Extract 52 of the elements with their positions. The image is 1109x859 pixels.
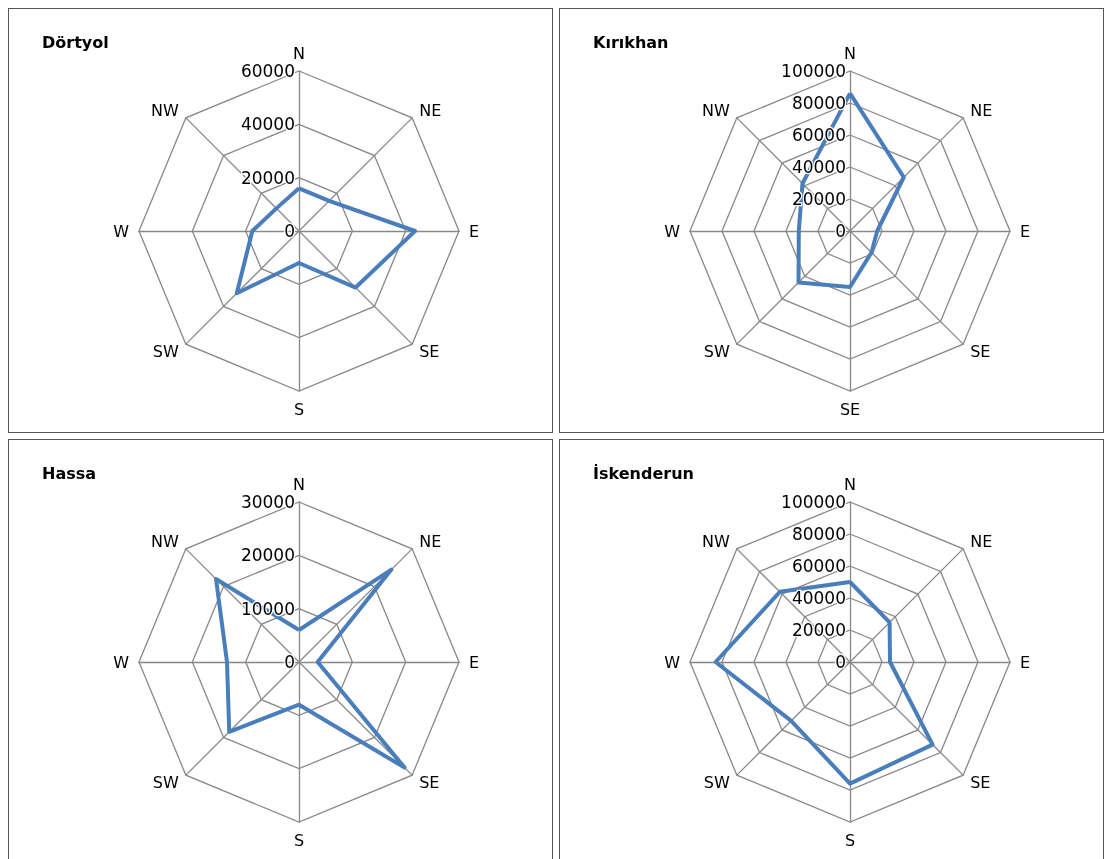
spoke-label: NW — [150, 532, 179, 552]
spoke-label: N — [293, 43, 305, 63]
y-tick-label: 0 — [284, 221, 295, 241]
spoke-label: NE — [970, 101, 993, 121]
spoke-label: W — [113, 221, 130, 241]
spoke-label: W — [664, 221, 681, 241]
spoke-label: SW — [703, 341, 730, 361]
y-tick-label: 0 — [284, 652, 295, 672]
spoke-label: S — [293, 830, 305, 850]
y-tick-label: 100000 — [781, 492, 846, 512]
y-tick-label: 60000 — [240, 61, 295, 81]
spoke-label: SE — [419, 772, 440, 792]
spoke-label: E — [469, 652, 480, 672]
spoke-label: SE — [970, 341, 991, 361]
y-tick-label: 20000 — [240, 167, 295, 188]
spoke-label: S — [293, 399, 305, 419]
spoke-label: SE — [419, 341, 440, 361]
spoke-label: SW — [152, 341, 179, 361]
y-tick-label: 80000 — [791, 524, 846, 544]
chart-title: Hassa — [42, 463, 97, 483]
spoke-label: W — [113, 652, 130, 672]
y-tick-label: 40000 — [791, 588, 846, 608]
spoke-label: SW — [152, 772, 179, 792]
spoke-label: NW — [701, 532, 730, 552]
spoke-label: NE — [970, 532, 993, 552]
chart-title: Kırıkhan — [593, 32, 669, 52]
y-tick-label: 0 — [835, 221, 846, 241]
y-tick-label: 20000 — [791, 620, 846, 640]
spoke-label: N — [844, 474, 856, 494]
spoke-label: SE — [839, 399, 861, 419]
spoke-label: NW — [150, 101, 179, 121]
spoke-label: E — [1020, 221, 1031, 241]
y-tick-label: 60000 — [791, 556, 846, 576]
spoke-label: NW — [701, 101, 730, 121]
spoke-label: E — [469, 221, 480, 241]
chart-title: Dörtyol — [42, 32, 109, 52]
y-tick-label: 40000 — [240, 114, 295, 135]
spoke-label: N — [844, 43, 856, 63]
y-tick-label: 100000 — [781, 61, 846, 81]
spoke-label: W — [664, 652, 681, 672]
spoke-label: S — [844, 830, 856, 850]
spoke-label: SW — [703, 772, 730, 792]
spoke-label: SE — [970, 772, 991, 792]
spoke-label: NE — [419, 101, 442, 121]
chart-title: İskenderun — [593, 463, 694, 483]
spoke-label: E — [1020, 652, 1031, 672]
y-tick-label: 80000 — [791, 93, 846, 113]
y-tick-label: 30000 — [240, 492, 295, 512]
y-tick-label: 0 — [835, 652, 846, 672]
y-tick-label: 20000 — [240, 545, 295, 566]
spoke-label: NE — [419, 532, 442, 552]
spoke-label: N — [293, 474, 305, 494]
